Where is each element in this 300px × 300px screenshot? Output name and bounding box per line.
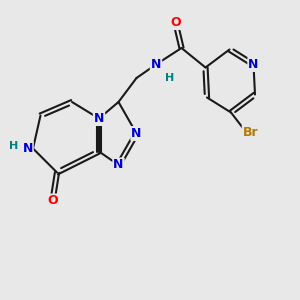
Text: O: O (170, 16, 181, 29)
Text: H: H (165, 73, 174, 83)
Text: N: N (248, 58, 259, 71)
Text: H: H (9, 140, 18, 151)
Text: N: N (131, 127, 142, 140)
Text: N: N (151, 58, 161, 71)
Text: N: N (22, 142, 33, 155)
Text: O: O (47, 194, 58, 208)
Text: N: N (113, 158, 124, 172)
Text: N: N (94, 112, 104, 125)
Text: Br: Br (243, 125, 258, 139)
